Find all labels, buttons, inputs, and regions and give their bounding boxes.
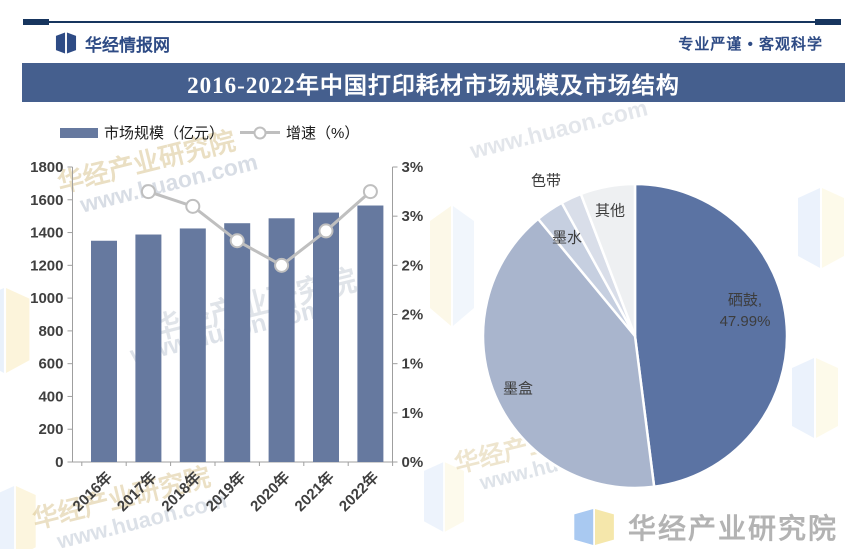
pie-label-other: 其他: [594, 202, 626, 220]
right-axis-tick-label: 2%: [402, 257, 424, 274]
bar-2021年: [313, 212, 339, 462]
line-series-swatch: [240, 126, 281, 139]
line-marker-dot: [253, 126, 267, 139]
pie-label-ink-cartridge: 墨盒: [502, 380, 534, 398]
bar-line-chart: 1800 1600 1400 1200 1000 800 600 400 200 0 3% 3% 2% 2…: [30, 159, 424, 515]
bar-2020年: [268, 218, 295, 462]
right-axis-tick-label: 3%: [402, 208, 424, 225]
growth-line-marker: [318, 223, 334, 239]
bar-2022年: [357, 205, 384, 462]
bar-2016年: [91, 240, 117, 462]
book-page-right: [595, 509, 614, 545]
x-axis-label-2018年: 2018年: [158, 468, 205, 515]
pie-label-ink: 墨水: [551, 229, 583, 247]
book-page-right: [66, 32, 77, 54]
x-axis-label-2021年: 2021年: [291, 468, 338, 515]
growth-line-marker: [274, 257, 290, 273]
footer-logo: 华经产业研究院: [574, 507, 838, 547]
book-page-right: [816, 358, 838, 438]
header-slogan: 专业严谨 • 客观科学: [678, 35, 823, 53]
site-logo: 华经情报网: [55, 31, 170, 56]
legend-label: 市场规模（亿元）: [104, 125, 225, 142]
growth-line-marker: [362, 184, 378, 200]
pie-slice-硒鼓: [633, 182, 789, 489]
header-divider-line: [23, 19, 841, 25]
book-page-right: [822, 188, 844, 268]
left-axis-tick-label: 600: [38, 356, 63, 373]
right-axis-tick-label: 1%: [402, 405, 424, 422]
divider-end-cap: [23, 19, 49, 25]
site-name: 华经情报网: [85, 35, 170, 55]
legend-item-growth-rate: 增速（%）: [240, 122, 359, 143]
x-axis-label-2017年: 2017年: [113, 468, 160, 515]
legend-item-market-size: 市场规模（亿元）: [60, 122, 224, 143]
pie-label-toner-cartridge: 硒鼓, 47.99%: [720, 290, 771, 332]
pie-slice-其他: [579, 182, 637, 338]
x-axis-label-2022年: 2022年: [335, 468, 382, 515]
header-row: 华经情报网 专业严谨 • 客观科学: [55, 28, 823, 58]
bar-2018年: [179, 228, 206, 462]
x-axis-label-2020年: 2020年: [246, 468, 293, 515]
combo-chart-legend: 市场规模（亿元） 增速（%）: [60, 122, 359, 143]
left-axis-tick-label: 400: [38, 388, 63, 405]
chart-title: 2016-2022年中国打印耗材市场规模及市场结构: [187, 72, 680, 98]
footer-brand-name: 华经产业研究院: [628, 513, 839, 544]
chart-title-bar: 2016-2022年中国打印耗材市场规模及市场结构: [22, 63, 845, 102]
growth-line: [147, 190, 372, 268]
right-axis-tick-label: 0%: [402, 454, 424, 471]
pie-chart: [481, 182, 789, 490]
left-axis-tick-label: 0: [55, 454, 63, 471]
x-axis-label-2019年: 2019年: [202, 468, 249, 515]
growth-line-marker: [229, 233, 245, 249]
left-axis-tick-label: 1800: [30, 159, 63, 176]
pie-label-ribbon: 色带: [530, 172, 562, 190]
left-axis-tick-label: 200: [38, 421, 63, 438]
left-axis-tick-label: 1400: [30, 225, 63, 242]
bar-2019年: [224, 223, 251, 462]
open-book-logo-icon: [55, 32, 77, 54]
x-axis-label-2016年: 2016年: [69, 468, 116, 515]
footer-book-logo-icon: [574, 509, 614, 545]
divider-end-cap: [815, 19, 841, 25]
left-axis-tick-label: 1200: [30, 257, 63, 274]
legend-label: 增速（%）: [286, 125, 360, 142]
pie-label-toner-percent: 47.99%: [719, 313, 771, 330]
growth-line-marker: [140, 184, 156, 200]
left-axis-tick-label: 1600: [30, 192, 63, 209]
pie-slice-墨盒: [481, 217, 656, 490]
right-axis-tick-label: 1%: [402, 356, 424, 373]
growth-line-marker: [185, 198, 201, 214]
left-axis-tick-label: 1000: [30, 290, 63, 307]
right-axis-tick-label: 2%: [402, 307, 424, 324]
book-page-left: [55, 32, 66, 54]
book-page-left: [574, 509, 594, 545]
right-axis-tick-label: 3%: [402, 159, 424, 176]
bar-2017年: [135, 234, 162, 462]
left-axis-tick-label: 800: [38, 323, 63, 340]
watermark-text: www.huaon.com: [467, 94, 651, 164]
pie-label-toner-name: 硒鼓,: [727, 292, 763, 309]
bar-series-swatch: [60, 127, 98, 138]
